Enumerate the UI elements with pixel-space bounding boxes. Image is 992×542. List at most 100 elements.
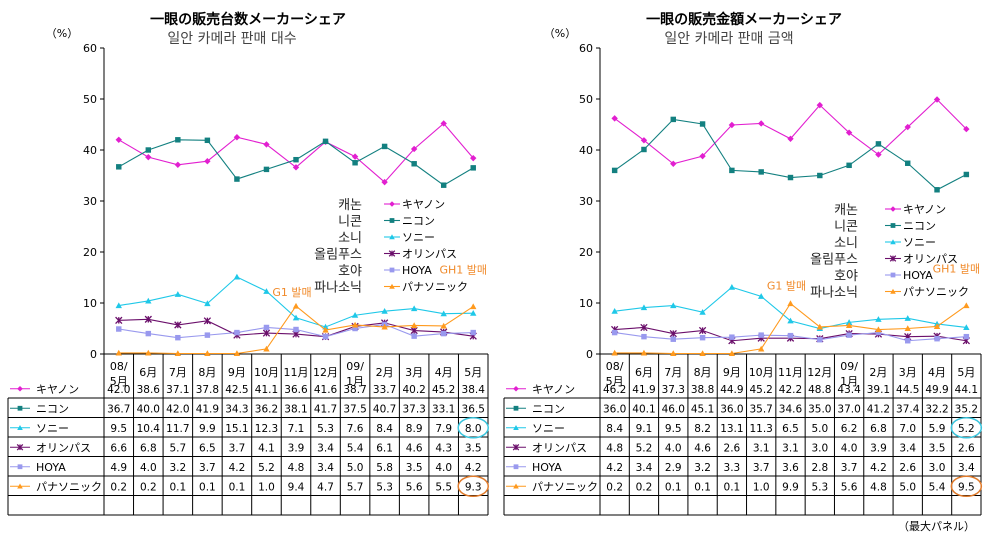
data-point [698, 326, 707, 335]
table-cell: 5.6 [406, 481, 423, 493]
y-tick-label: 50 [83, 93, 97, 106]
table-cell: 44.9 [720, 384, 743, 396]
table-cell: 36.6 [284, 384, 308, 396]
table-cell: 40.2 [402, 384, 425, 396]
data-point [933, 96, 941, 103]
table-cell: 7.9 [435, 423, 452, 435]
legend-alt-label: 캐논 [338, 198, 362, 213]
table-cell: 3.4 [958, 462, 975, 474]
data-point [611, 329, 618, 336]
legend-alt-label: 파나소닉 [314, 281, 362, 296]
table-cell: 5.0 [899, 481, 916, 493]
table-cell: 37.1 [166, 384, 189, 396]
table-cell: 3.2 [694, 462, 711, 474]
table-cell: 7.6 [347, 423, 364, 435]
y-tick-label: 30 [579, 195, 593, 208]
table-cell: 6.5 [199, 442, 216, 454]
x-tick-label: 3月 [405, 366, 423, 379]
data-point [846, 332, 852, 338]
y-tick-label: 60 [579, 42, 593, 55]
table-cell: 0.1 [665, 481, 682, 493]
annotation-label: GH1 발매 [933, 263, 981, 276]
x-tick-label: 08/ [110, 360, 128, 373]
chart-title: 一眼の販売金額メーカーシェア [646, 11, 842, 28]
table-cell: 43.4 [837, 384, 861, 396]
data-point [904, 315, 911, 321]
table-cell: 6.6 [110, 442, 127, 454]
data-point [351, 312, 359, 318]
table-cell: 5.4 [347, 442, 364, 454]
data-point [263, 166, 270, 173]
y-tick-label: 20 [83, 246, 97, 259]
table-cell: 4.7 [317, 481, 334, 493]
table-cell: 3.4 [636, 462, 653, 474]
highlight-circle [950, 475, 983, 497]
table-cell: 3.4 [317, 442, 334, 454]
table-series-name: キヤノン [36, 383, 79, 396]
data-point [470, 310, 477, 316]
data-point [145, 349, 152, 356]
legend-marker [389, 201, 395, 207]
table-cell: 4.2 [229, 462, 246, 474]
data-point [757, 345, 765, 352]
legend-label: オリンパス [402, 248, 457, 261]
y-tick-label: 10 [579, 297, 593, 310]
table-cell: 0.2 [606, 481, 623, 493]
table-cell: 41.1 [255, 384, 278, 396]
table-cell: 9.9 [782, 481, 799, 493]
data-point [816, 101, 824, 109]
table-legend-marker [17, 483, 23, 489]
data-point [410, 145, 418, 153]
legend-label: パナソニック [903, 286, 969, 299]
data-point [233, 273, 241, 280]
table-cell: 41.2 [867, 403, 890, 415]
y-tick-label: 0 [90, 348, 97, 361]
table-cell: 3.0 [811, 442, 828, 454]
table-cell: 7.1 [288, 423, 305, 435]
data-point [263, 345, 270, 352]
x-tick-label: 9月 [723, 366, 741, 379]
data-point [381, 323, 388, 330]
table-cell: 45.2 [749, 384, 772, 396]
legend-alt-label: 캐논 [834, 203, 858, 218]
data-point [145, 330, 152, 337]
data-point [381, 307, 388, 314]
data-point [845, 129, 853, 136]
table-cell: 38.6 [137, 384, 161, 396]
table-series-name: HOYA [36, 461, 66, 474]
table-cell: 35.2 [955, 403, 978, 415]
data-point [787, 332, 794, 339]
table-cell: 42.0 [166, 403, 189, 415]
table-cell: 1.0 [753, 481, 770, 493]
data-point [845, 319, 853, 325]
legend-alt-label: 소니 [338, 231, 362, 246]
table-cell: 11.3 [749, 423, 772, 435]
table-cell: 36.2 [255, 403, 278, 415]
data-point [204, 300, 211, 307]
y-tick-label: 0 [586, 348, 593, 361]
data-point [728, 283, 736, 290]
chart-title: 一眼の販売台数メーカーシェア [150, 11, 346, 28]
x-tick-label: 9月 [228, 366, 246, 379]
table-cell: 38.8 [691, 384, 714, 396]
table-cell: 0.1 [724, 481, 741, 493]
x-tick-label: 11月 [778, 366, 803, 379]
table-cell: 38.4 [462, 384, 486, 396]
table-cell: 5.9 [929, 423, 946, 435]
legend-alt-label: 니콘 [338, 215, 362, 230]
table-cell: 38.1 [284, 403, 307, 415]
data-point [699, 350, 706, 357]
data-point [670, 160, 677, 167]
table-cell: 4.2 [465, 462, 482, 474]
table-cell: 4.0 [665, 442, 682, 454]
table-cell: 4.8 [606, 442, 623, 454]
table-cell: 3.5 [929, 442, 946, 454]
data-point [351, 153, 359, 160]
table-cell: 44.5 [896, 384, 919, 396]
y-unit-label: （%） [544, 27, 576, 40]
data-point [263, 141, 270, 148]
data-point [293, 156, 299, 163]
data-point [381, 143, 388, 150]
data-point [410, 305, 418, 312]
